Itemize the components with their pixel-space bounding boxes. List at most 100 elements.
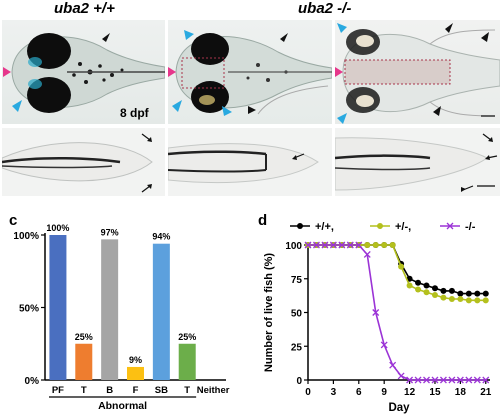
- x-tick-label: 0: [305, 387, 311, 398]
- data-point: [482, 376, 490, 384]
- panel-letter-d: d: [258, 212, 268, 229]
- data-point: [457, 290, 464, 297]
- data-point: [482, 297, 489, 304]
- data-point: [448, 296, 455, 302]
- data-point: [448, 287, 455, 294]
- data-point: [406, 282, 413, 289]
- y-tick-label: 25: [291, 342, 303, 353]
- arrow-black-icon: [461, 187, 466, 192]
- stage-label: 8 dpf: [120, 106, 149, 120]
- arrow-black-icon: [147, 184, 152, 189]
- bar-data-label: 25%: [178, 332, 196, 342]
- x-tick-label: F: [133, 385, 139, 396]
- line-chart-survival: 0 25 50 75 100 0 3 6 9 12 15 18 21 Day Number of live …: [263, 221, 492, 414]
- arrowhead-magenta-icon: [3, 67, 11, 77]
- data-point: [321, 241, 329, 249]
- tail-wildtype-drawing: [2, 133, 153, 193]
- series-3: [304, 241, 490, 384]
- y-axis-label: Number of live fish (%): [263, 253, 275, 373]
- x-axis-label: Day: [388, 402, 410, 414]
- legend-label: +/+,: [315, 221, 334, 233]
- x-tick-label: 15: [429, 387, 441, 398]
- arrowhead-magenta-icon: [168, 67, 176, 77]
- bar-data-label: 25%: [75, 332, 93, 342]
- x-tick-label: 12: [404, 387, 416, 398]
- data-point: [482, 290, 489, 297]
- arrowhead-black-icon: [248, 106, 256, 114]
- data-point: [423, 282, 430, 289]
- head-mutant-drawing: [335, 23, 500, 124]
- genotype-label-wildtype: uba2 +/+: [54, 0, 115, 17]
- x-tick-label: 21: [480, 387, 492, 398]
- series-1: [305, 242, 489, 297]
- data-point: [297, 223, 303, 229]
- arrow-black-icon: [488, 137, 493, 142]
- x-tick-label: 9: [381, 387, 387, 398]
- data-point: [380, 341, 388, 349]
- data-point: [448, 376, 456, 384]
- micrograph-tail-mutant: [335, 128, 500, 196]
- series-line: [308, 244, 486, 381]
- micrograph-head-wildtype: [2, 20, 165, 124]
- y-tick-label: 100: [285, 241, 302, 252]
- x-tick-label: Neither: [197, 385, 230, 396]
- data-point: [465, 376, 473, 384]
- legend: +/+, +/-, -/-: [290, 221, 476, 233]
- bar: [75, 343, 93, 380]
- head-middle-drawing: [168, 30, 332, 116]
- data-point: [372, 309, 380, 316]
- series-line: [308, 244, 486, 295]
- bar-data-label: 94%: [152, 232, 170, 242]
- arrowhead-cyan-icon: [337, 113, 347, 124]
- data-point: [363, 250, 371, 258]
- data-point: [372, 242, 379, 248]
- genotype-label-mutant: uba2 -/-: [298, 0, 352, 17]
- data-point: [414, 376, 422, 384]
- bar: [101, 239, 119, 380]
- arrowhead-cyan-icon: [184, 30, 194, 40]
- x-tick-label: PF: [52, 385, 64, 396]
- bar: [127, 366, 144, 380]
- bar: [49, 235, 67, 380]
- bar: [152, 243, 170, 380]
- data-point: [446, 222, 454, 230]
- data-point: [377, 223, 383, 229]
- data-point: [457, 296, 464, 302]
- bar-chart-abnormal-phenotypes: 0% 50% 100% 100% PF 25% T 97% B 9% F 94% SB 25% T Neith…: [13, 223, 230, 412]
- tail-mutant-drawing: [335, 133, 498, 192]
- arrowhead-cyan-icon: [337, 23, 347, 33]
- x-tick-label: 6: [356, 387, 362, 398]
- data-point: [474, 290, 481, 297]
- data-point: [431, 376, 439, 384]
- data-point: [439, 376, 447, 384]
- data-point: [406, 376, 414, 384]
- data-point: [355, 241, 363, 249]
- data-point: [431, 291, 438, 298]
- arrowhead-cyan-icon: [222, 106, 232, 116]
- arrowhead-cyan-icon: [172, 100, 182, 112]
- arrowhead-cyan-icon: [12, 100, 22, 112]
- data-point: [415, 286, 422, 293]
- micrograph-head-mutant: [335, 20, 500, 124]
- data-point: [364, 242, 371, 248]
- data-point: [304, 241, 312, 249]
- micrograph-tail-middle: [168, 128, 332, 196]
- x-tick-label: SB: [155, 385, 168, 396]
- bar-data-label: 100%: [46, 223, 69, 233]
- arrow-black-icon: [147, 137, 152, 142]
- arrow-black-icon: [485, 155, 490, 160]
- x-tick-label: T: [81, 385, 87, 396]
- group-label: Abnormal: [98, 400, 147, 412]
- data-point: [473, 376, 481, 384]
- arrowhead-black-icon: [433, 106, 441, 116]
- data-point: [329, 241, 337, 249]
- arrowhead-black-icon: [445, 23, 453, 33]
- micrograph-tail-wildtype: [2, 128, 165, 196]
- data-point: [398, 263, 405, 270]
- data-point: [431, 285, 438, 292]
- panel-letter-c: c: [9, 212, 18, 229]
- bar-data-label: 9%: [129, 355, 142, 365]
- data-point: [346, 241, 354, 249]
- arrowhead-black-icon: [481, 32, 489, 42]
- data-point: [456, 376, 464, 384]
